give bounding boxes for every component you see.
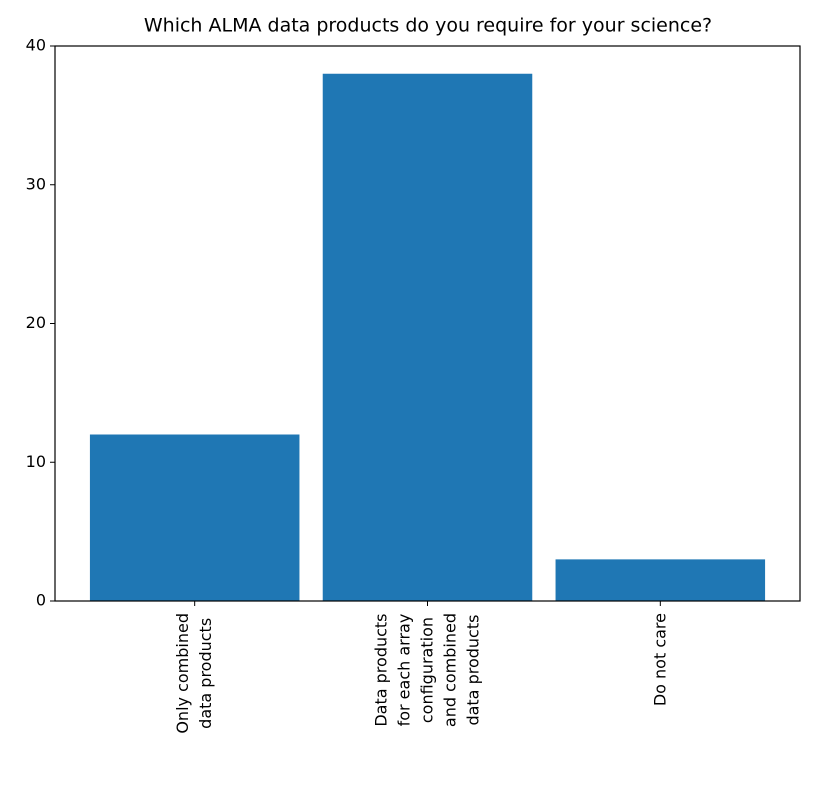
bar: [322, 73, 533, 601]
y-tick-label: 20: [26, 313, 46, 332]
y-tick-label: 40: [26, 36, 46, 55]
x-tick-label: Data products for each array configuration…: [372, 613, 483, 727]
plot-frame: [54, 45, 801, 602]
y-tick-label: 10: [26, 452, 46, 471]
x-tick-label: Only combined data products: [173, 613, 215, 734]
bar: [89, 434, 300, 601]
bar: [555, 559, 766, 601]
x-tick-label: Do not care: [650, 613, 669, 706]
chart-title: Which ALMA data products do you require …: [144, 15, 712, 37]
y-tick-label: 30: [26, 174, 46, 193]
y-tick-label: 0: [36, 591, 46, 610]
